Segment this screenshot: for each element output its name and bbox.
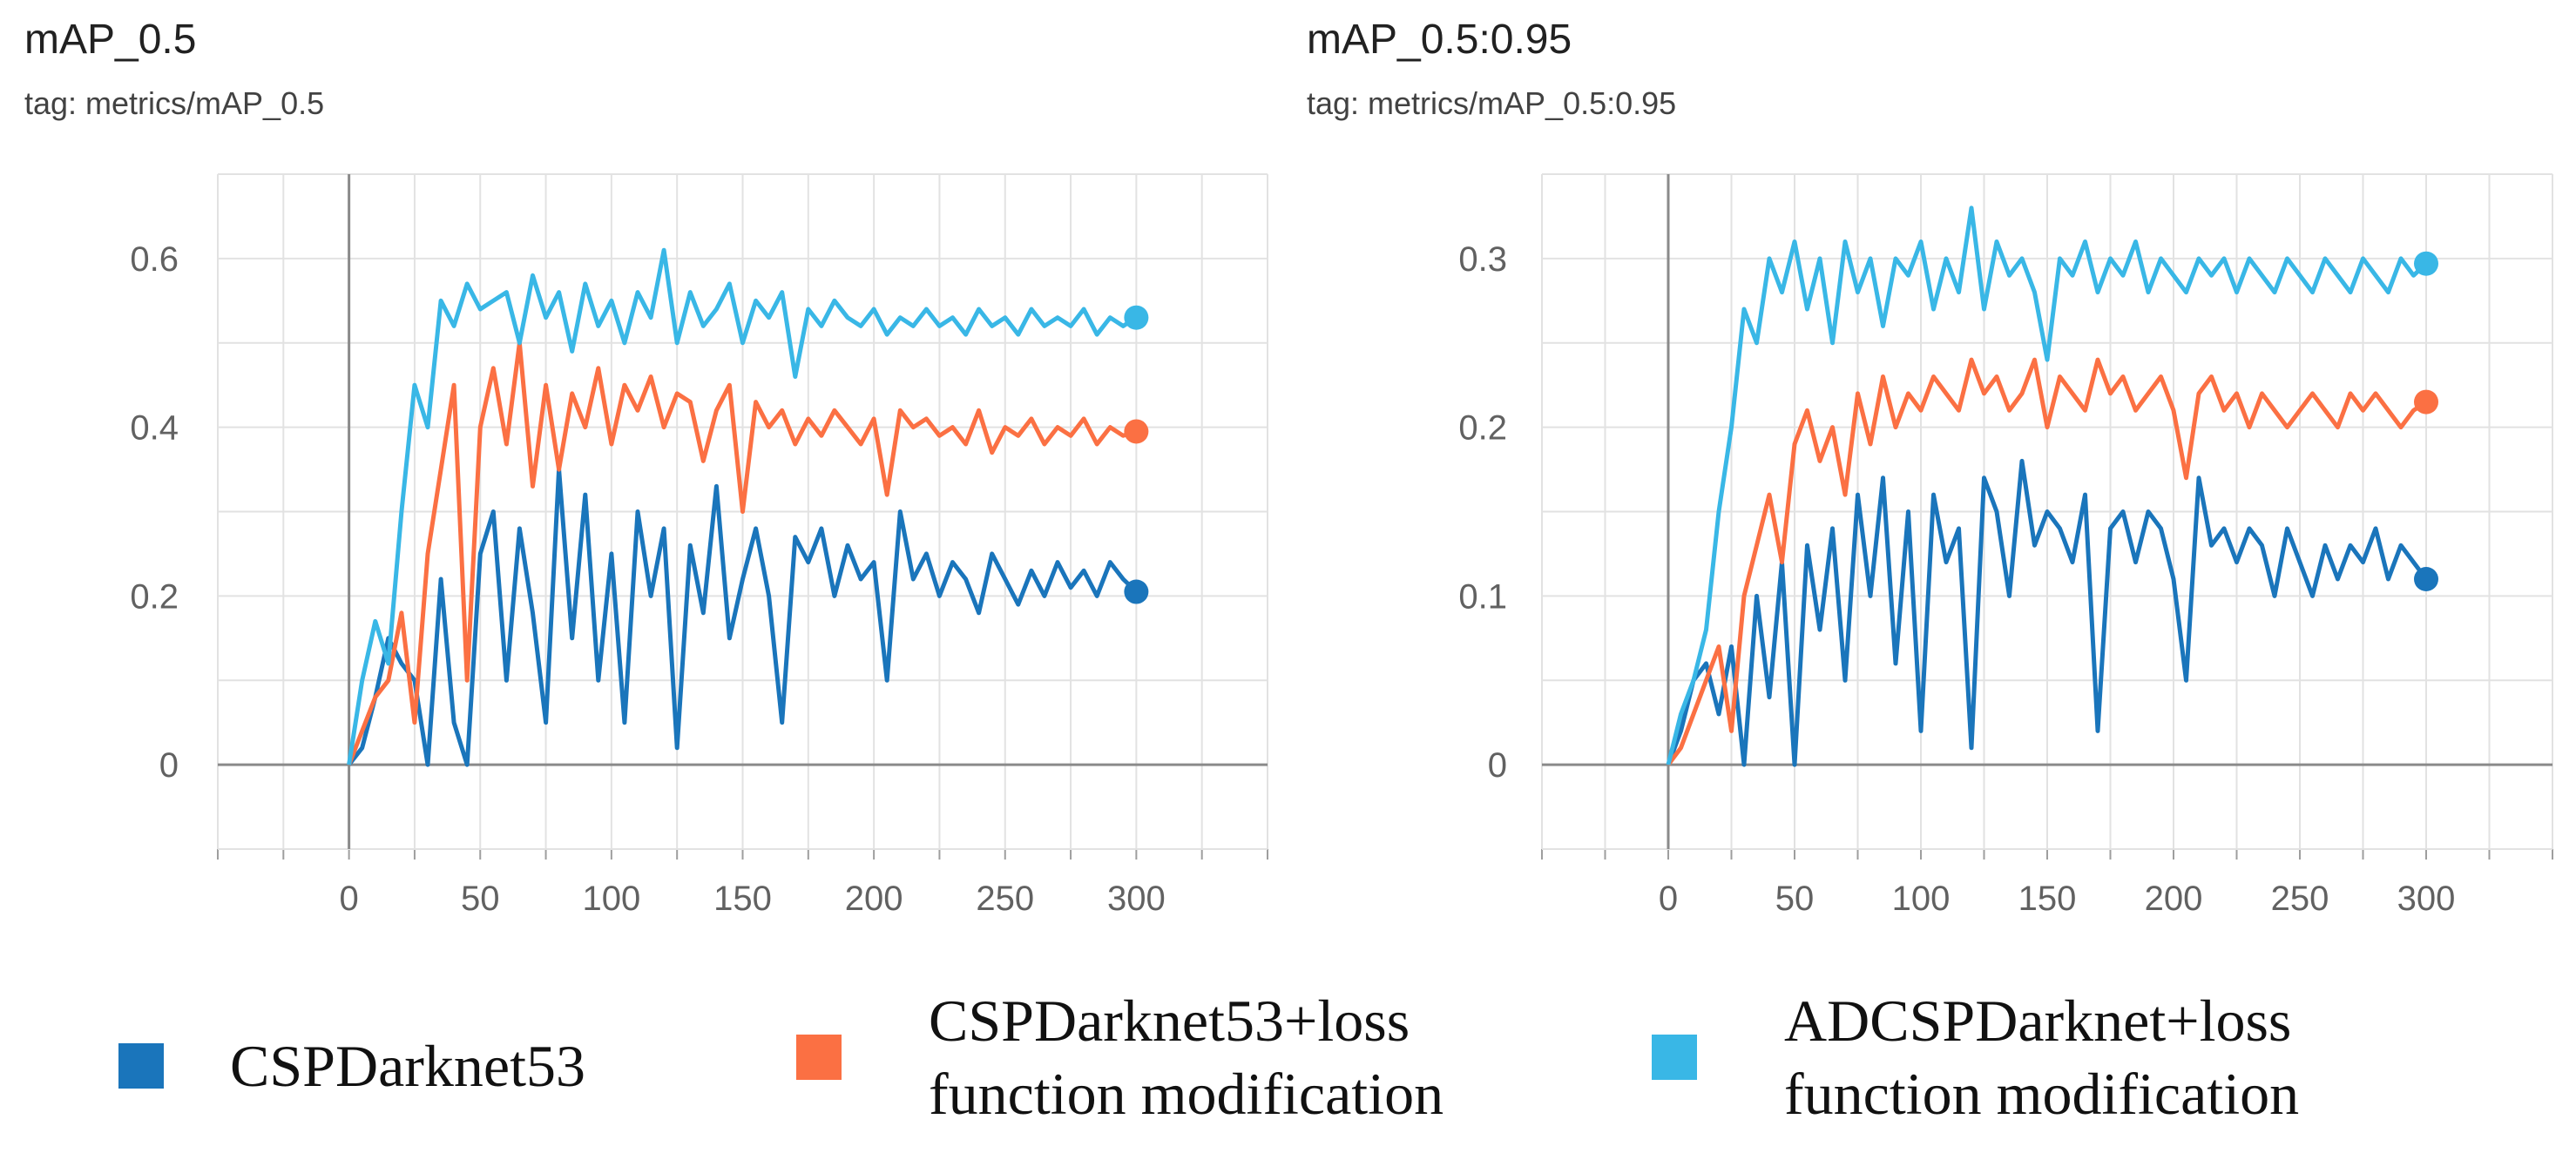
x-tick-label: 100 [583, 880, 641, 918]
x-tick-label: 250 [2271, 880, 2329, 918]
x-tick-label: 150 [713, 880, 772, 918]
chart-2-tag: tag: metrics/mAP_0.5:0.95 [1307, 85, 1677, 121]
series-line-3 [1666, 206, 2428, 765]
series-end-marker-1 [1124, 579, 1149, 604]
legend-label-line: CSPDarknet53+loss [929, 988, 1410, 1054]
series-end-marker-1 [2414, 567, 2438, 591]
legend-swatch-cspdarknet53 [118, 1043, 164, 1089]
x-tick-label: 50 [461, 880, 500, 918]
chart-1-plot: 0 50 100 150 200 250 300 0 0.2 0.4 0.6 [130, 173, 1268, 918]
x-tick-label: 200 [2145, 880, 2203, 918]
legend-label-line: function modification [1784, 1061, 2300, 1127]
legend-item-cspdarknet53-loss: CSPDarknet53+loss function modification [796, 984, 1444, 1130]
series-end-marker-2 [2414, 389, 2438, 415]
chart-1-title: mAP_0.5 [24, 17, 197, 63]
chart-1-tag: tag: metrics/mAP_0.5 [24, 85, 325, 121]
series-line-2 [347, 341, 1138, 766]
legend-label-line: ADCSPDarknet+loss [1784, 988, 2292, 1054]
legend-item-adcspdarknet-loss: ADCSPDarknet+loss function modification [1652, 984, 2299, 1130]
legend-swatch-cspdarknet53-loss [796, 1035, 842, 1080]
legend-label-adcspdarknet-loss: ADCSPDarknet+loss function modification [1784, 984, 2299, 1130]
x-tick-label: 300 [2397, 880, 2456, 918]
legend-label-line: function modification [929, 1061, 1444, 1127]
series-line-1 [347, 467, 1139, 767]
x-tick-label: 200 [845, 880, 903, 918]
x-tick-label: 0 [340, 880, 359, 918]
series-end-marker-3 [2414, 251, 2438, 276]
series-end-marker-2 [1124, 419, 1149, 444]
series-end-marker-3 [1124, 305, 1149, 330]
legend-label-cspdarknet53: CSPDarknet53 [230, 1033, 585, 1099]
series-line-3 [347, 247, 1138, 765]
y-tick-label: 0.3 [1458, 240, 1507, 279]
y-tick-label: 0.2 [130, 577, 179, 616]
x-tick-label: 150 [2018, 880, 2077, 918]
chart-2-title: mAP_0.5:0.95 [1307, 17, 1572, 63]
series-line-2 [1667, 357, 2428, 766]
legend-item-cspdarknet53: CSPDarknet53 [118, 1029, 585, 1102]
x-tick-label: 250 [976, 880, 1034, 918]
y-tick-label: 0.1 [1458, 577, 1507, 616]
series-line-1 [1666, 458, 2429, 767]
y-tick-label: 0 [1488, 746, 1507, 785]
legend-label-cspdarknet53-loss: CSPDarknet53+loss function modification [929, 984, 1444, 1130]
chart-2-plot: 0 50 100 150 200 250 300 0 0.1 0.2 0.3 [1458, 173, 2553, 918]
legend-swatch-adcspdarknet-loss [1652, 1035, 1697, 1080]
x-tick-label: 50 [1775, 880, 1815, 918]
x-tick-label: 100 [1892, 880, 1951, 918]
x-tick-label: 0 [1659, 880, 1678, 918]
x-tick-label: 300 [1107, 880, 1166, 918]
y-tick-label: 0.6 [130, 240, 179, 279]
y-tick-label: 0.4 [130, 409, 179, 448]
y-tick-label: 0 [159, 746, 179, 785]
y-tick-label: 0.2 [1458, 409, 1507, 448]
